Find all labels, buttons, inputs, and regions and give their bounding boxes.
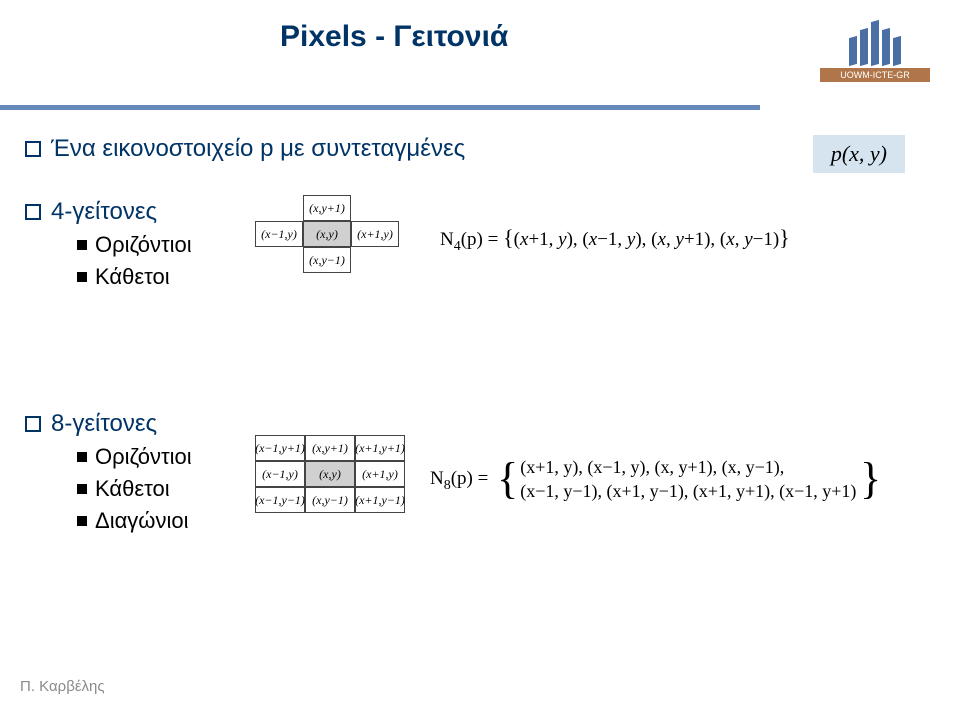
diagram-cell: (x,y+1) <box>303 195 351 221</box>
diagram-cell: (x,y) <box>303 221 351 247</box>
pxy-formula: p(x, y) <box>813 135 905 173</box>
bullet-icon <box>25 141 41 157</box>
diagram-cell: (x+1,y−1) <box>355 487 405 513</box>
subbullet-icon <box>77 516 87 526</box>
section8-sub3: Διαγώνιοι <box>77 508 935 534</box>
section8-sub1-text: Οριζόντιοι <box>95 444 192 470</box>
n8-line2: (x−1, y−1), (x+1, y−1), (x+1, y+1), (x−1… <box>520 479 856 503</box>
n8-line1: (x+1, y), (x−1, y), (x, y+1), (x, y−1), <box>520 455 856 479</box>
intro-row: Ένα εικονοστοιχείο p με συντεταγμένες <box>25 135 935 163</box>
bullet-icon <box>25 204 41 220</box>
diagram-8-neighbors: (x−1,y+1)(x,y+1)(x+1,y+1) (x−1,y)(x,y)(x+… <box>255 435 420 525</box>
diagram-cell: (x+1,y+1) <box>355 435 405 461</box>
subbullet-icon <box>77 484 87 494</box>
diagram-cell: (x,y+1) <box>305 435 355 461</box>
footer-author: Π. Καρβέλης <box>20 678 105 695</box>
diagram-cell: (x+1,y) <box>355 461 405 487</box>
section8-heading-row: 8-γείτονες <box>25 410 935 438</box>
n8-formula: N8(p) = { (x+1, y), (x−1, y), (x, y+1), … <box>430 455 884 504</box>
subbullet-icon <box>77 452 87 462</box>
n8-lhs: N8(p) = <box>430 468 493 489</box>
section8-sub2-text: Κάθετοι <box>95 476 170 502</box>
section4-sub2: Κάθετοι <box>77 264 935 290</box>
diagram-cell: (x−1,y+1) <box>255 435 305 461</box>
section4-sub2-text: Κάθετοι <box>95 264 170 290</box>
n4-body: (x+1, y), (x−1, y), (x, y+1), (x, y−1) <box>514 229 780 250</box>
diagram-cell: (x−1,y−1) <box>255 487 305 513</box>
bullet-icon <box>25 416 41 432</box>
diagram-cell: (x+1,y) <box>351 221 399 247</box>
diagram-cell: (x,y) <box>305 461 355 487</box>
diagram-cell: (x−1,y) <box>255 461 305 487</box>
subbullet-icon <box>77 240 87 250</box>
logo-tag: UOWM-ICTE-GR <box>820 68 930 82</box>
subbullet-icon <box>77 272 87 282</box>
section4-heading-row: 4-γείτονες <box>25 198 935 226</box>
diagram-4-neighbors: (x,y+1)(x−1,y)(x,y)(x+1,y)(x,y−1) <box>255 195 415 285</box>
logo-bars <box>820 15 930 65</box>
section4-heading: 4-γείτονες <box>51 198 157 226</box>
diagram-cell: (x−1,y) <box>255 221 303 247</box>
section4-sub1-text: Οριζόντιοι <box>95 232 192 258</box>
diagram-cell: (x,y−1) <box>303 247 351 273</box>
section8-sub3-text: Διαγώνιοι <box>95 508 189 534</box>
intro-text: Ένα εικονοστοιχείο p με συντεταγμένες <box>51 135 465 163</box>
n4-formula: N4(p) = {(x+1, y), (x−1, y), (x, y+1), (… <box>440 225 790 255</box>
header-divider <box>0 105 760 110</box>
logo: UOWM-ICTE-GR <box>820 15 930 82</box>
page-title: Pixels - Γειτονιά <box>280 20 508 54</box>
section8-heading: 8-γείτονες <box>51 410 157 438</box>
diagram-cell: (x,y−1) <box>305 487 355 513</box>
